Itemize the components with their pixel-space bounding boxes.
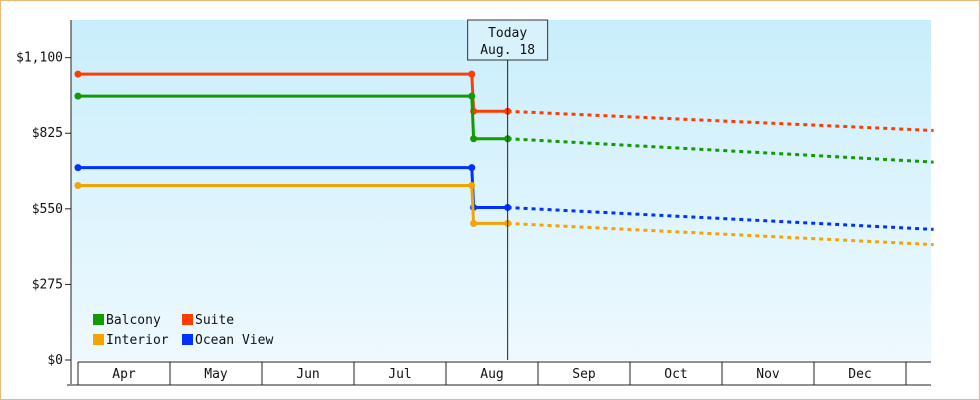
- series-forecast-line: [507, 221, 934, 247]
- series-point: [74, 92, 82, 100]
- y-tick-label: $275: [32, 277, 63, 292]
- x-tick-label: Jun: [296, 367, 319, 382]
- series-point: [468, 164, 476, 172]
- series-point: [470, 135, 478, 143]
- plot-background: [71, 20, 931, 360]
- series-forecast-line: [507, 206, 934, 231]
- legend-label: Balcony: [106, 313, 161, 328]
- axes: $0 $275 $550 $825 $1,100 Apr May Jun Jul Aug Sep Oc…: [16, 20, 931, 386]
- series-point: [74, 70, 82, 78]
- x-tick-label: Nov: [756, 367, 780, 382]
- y-tick-label: $1,100: [16, 51, 63, 66]
- legend-swatch: [93, 334, 104, 345]
- legend-swatch: [93, 314, 104, 325]
- series-lines: [74, 70, 934, 247]
- legend-swatch: [182, 334, 193, 345]
- x-tick-label: Sep: [572, 367, 596, 382]
- series-point: [468, 92, 476, 100]
- series-line: [78, 94, 508, 141]
- legend-label: Ocean View: [195, 333, 273, 348]
- legend-swatch: [182, 314, 193, 325]
- x-tick-label: Aug: [480, 367, 503, 382]
- y-tick-label: $550: [32, 202, 63, 217]
- series-line: [78, 184, 508, 225]
- series-point: [470, 219, 478, 227]
- x-tick-label: Dec: [848, 367, 871, 382]
- today-date: Aug. 18: [480, 43, 535, 58]
- x-tick-label: Apr: [112, 367, 136, 382]
- y-tick-label: $0: [47, 353, 63, 368]
- legend-label: Interior: [106, 333, 169, 348]
- today-label: Today: [488, 26, 527, 41]
- series-forecast-line: [507, 137, 934, 164]
- x-tick-label: Jul: [388, 367, 411, 382]
- series-line: [78, 72, 508, 113]
- series-point: [74, 181, 82, 189]
- y-tick-label: $825: [32, 126, 63, 141]
- today-box: [467, 19, 549, 61]
- series-point: [468, 70, 476, 78]
- legend: Balcony Suite Interior Ocean View: [93, 313, 273, 348]
- series-point: [74, 164, 82, 172]
- series-point: [468, 181, 476, 189]
- today-marker: Today Aug. 18: [467, 19, 549, 360]
- legend-label: Suite: [195, 313, 234, 328]
- x-tick-label: May: [204, 367, 228, 382]
- series-forecast-line: [507, 109, 934, 132]
- x-tick-label: Oct: [664, 367, 687, 382]
